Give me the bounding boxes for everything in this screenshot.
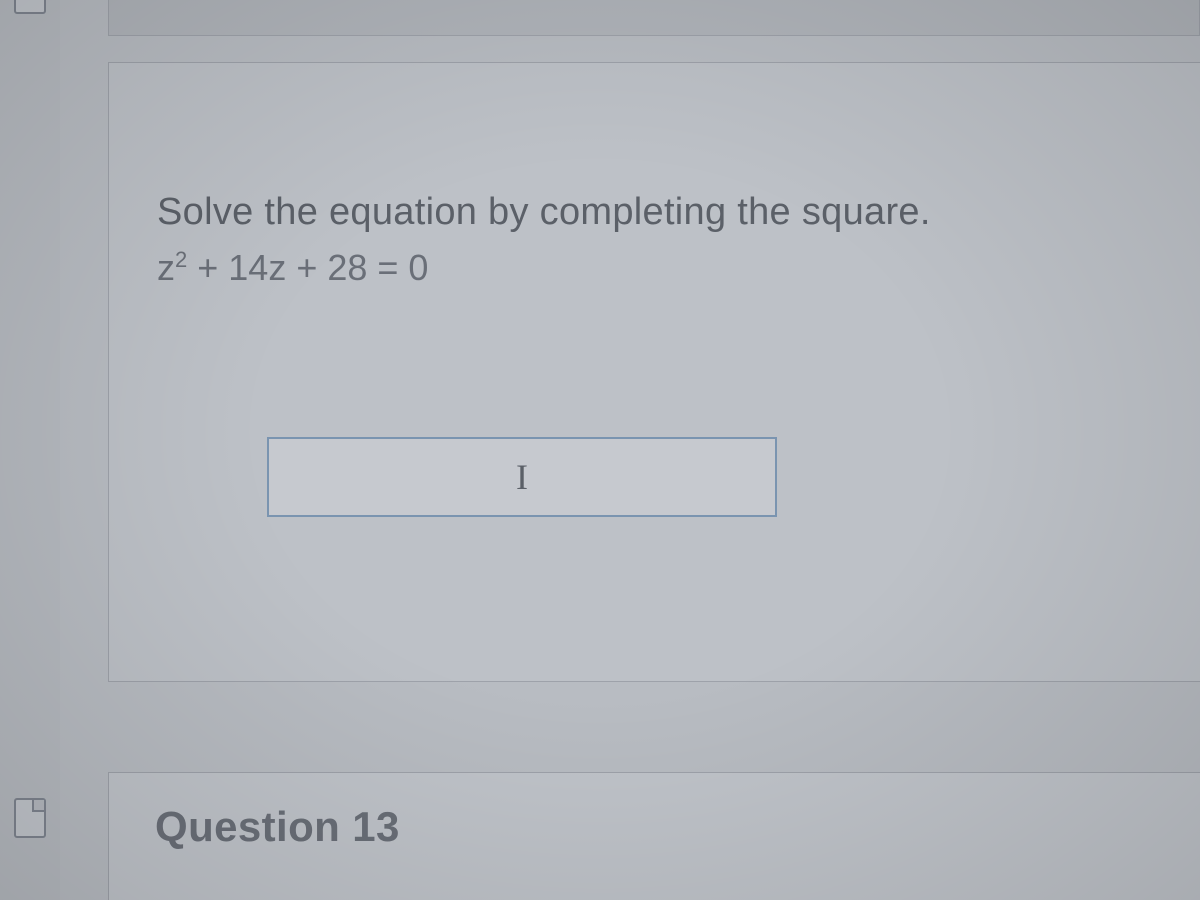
next-question-header[interactable]: Question 13 bbox=[108, 772, 1200, 900]
equation-body: + 14z + 28 = 0 bbox=[187, 247, 428, 288]
left-gutter bbox=[0, 0, 60, 900]
document-icon[interactable] bbox=[14, 0, 46, 14]
equation-variable: z bbox=[157, 247, 175, 288]
document-icon[interactable] bbox=[14, 798, 46, 838]
question-prompt: Solve the equation by completing the squ… bbox=[157, 191, 931, 234]
previous-question-header bbox=[108, 0, 1200, 36]
equation-exponent: 2 bbox=[175, 247, 187, 272]
question-equation: z2 + 14z + 28 = 0 bbox=[157, 247, 428, 289]
answer-input[interactable] bbox=[267, 437, 777, 517]
question-panel: Solve the equation by completing the squ… bbox=[108, 62, 1200, 682]
next-question-label: Question 13 bbox=[155, 803, 400, 851]
